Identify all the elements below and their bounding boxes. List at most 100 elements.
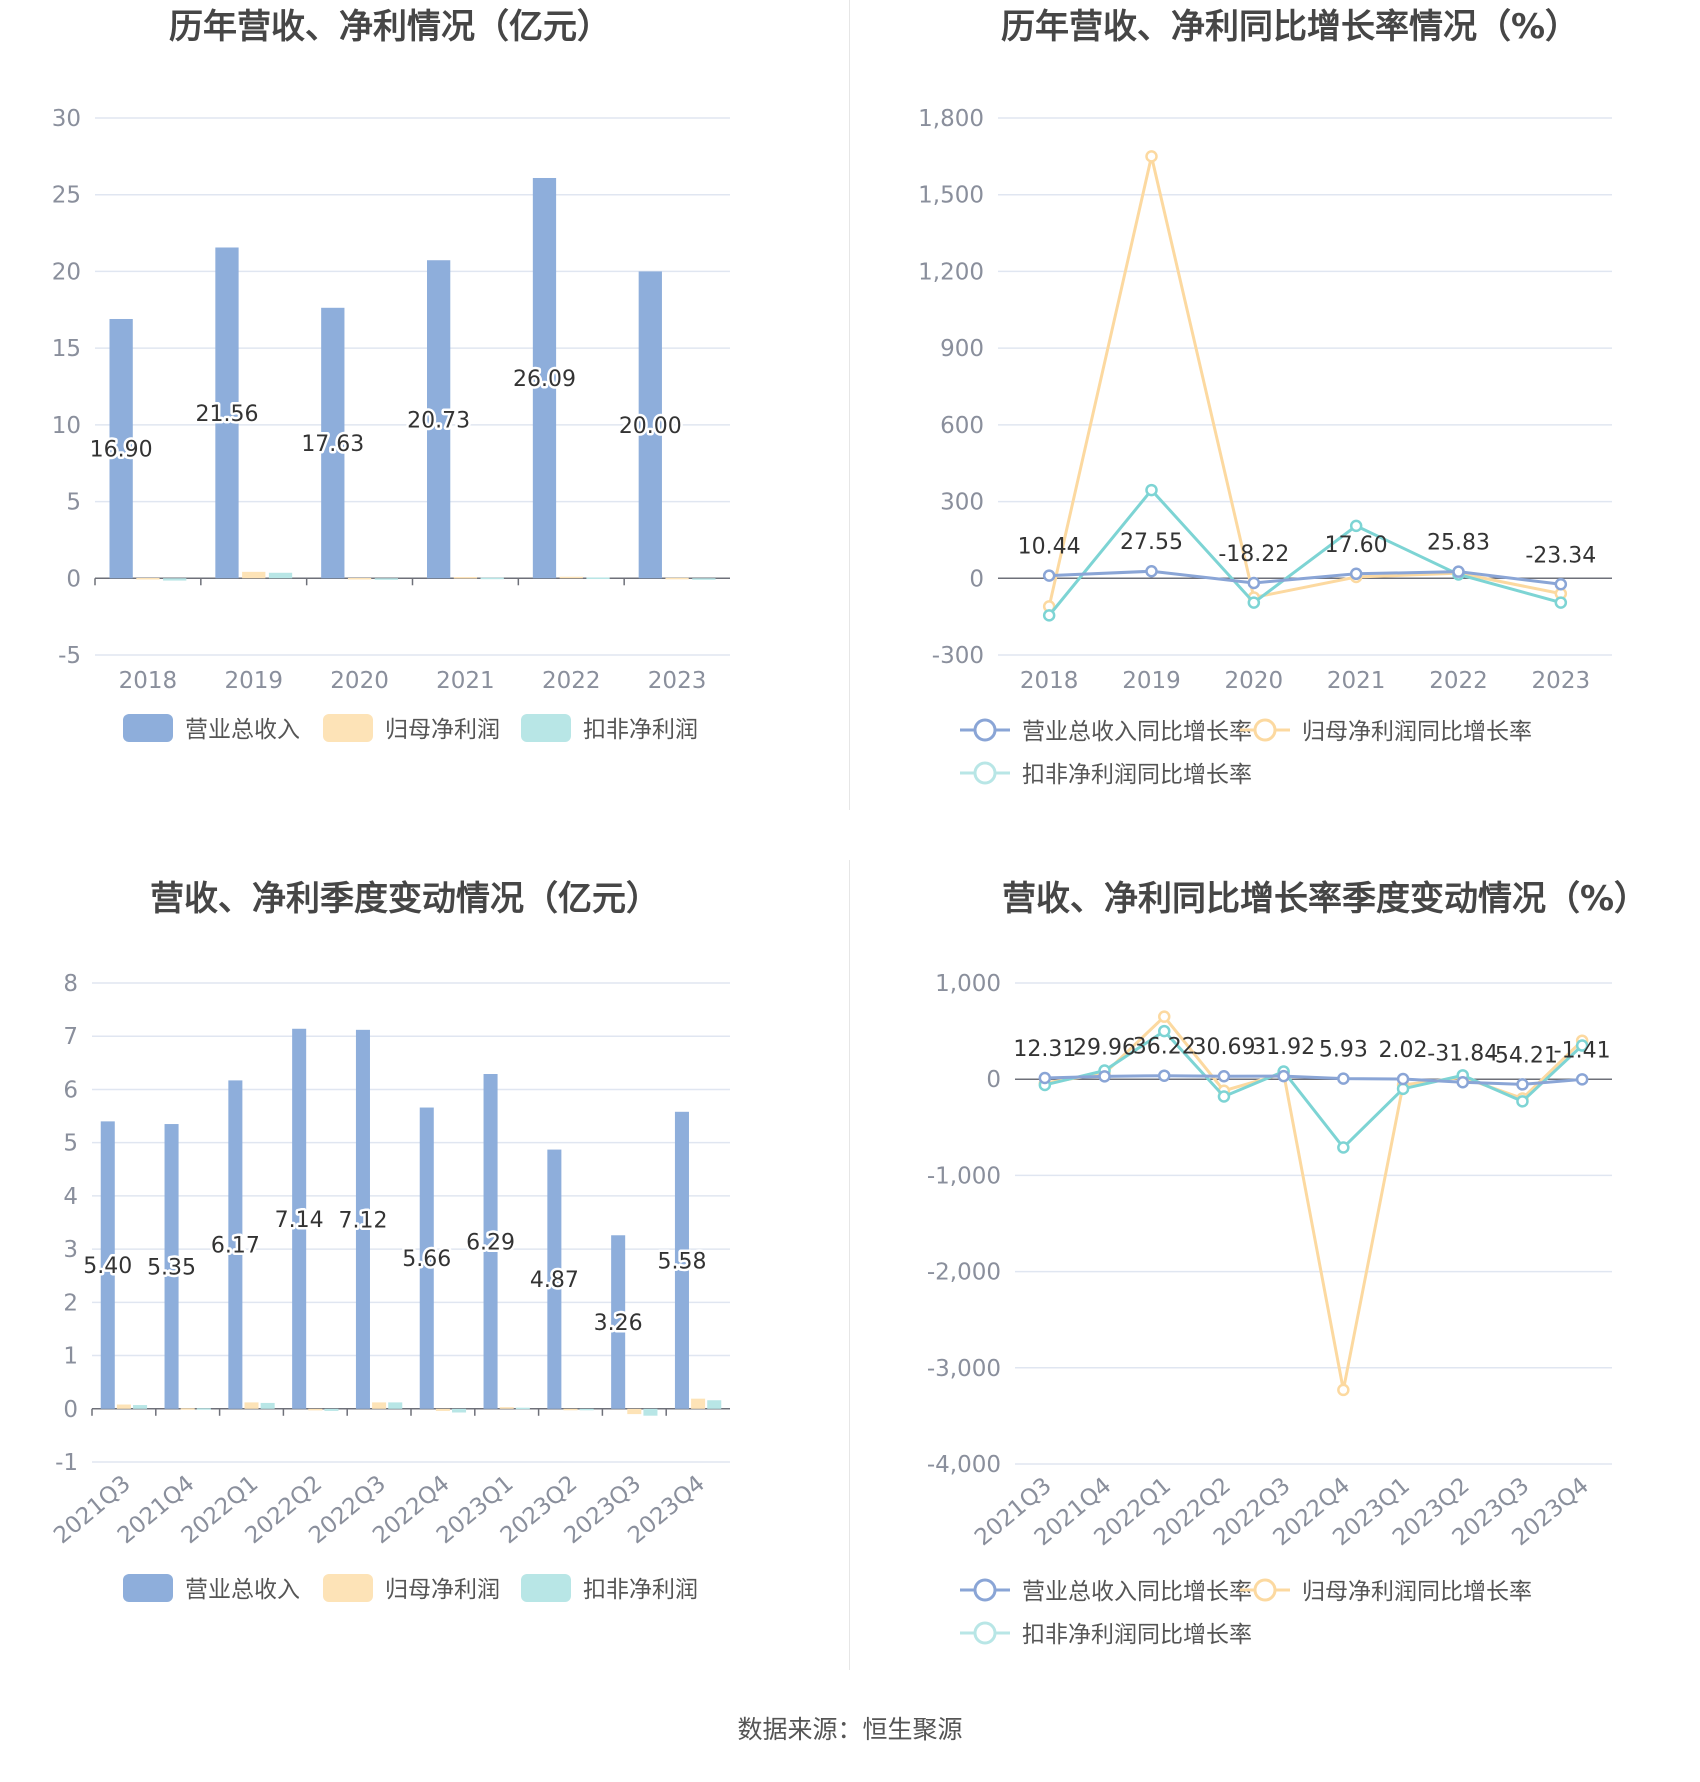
bar-revenue xyxy=(164,1124,179,1409)
y-tick-label: 1 xyxy=(63,1344,78,1370)
bar-revenue xyxy=(547,1149,562,1409)
data-label-halo: 5.35 xyxy=(147,1255,196,1280)
bar-net-profit xyxy=(347,577,372,580)
annual-amount-svg: 历年营收、净利情况（亿元） -5 0 5 10 15 20 25 30 2018 2019 2020 2… xyxy=(52,7,730,743)
y-tick-label: -1 xyxy=(55,1450,78,1476)
y-tick-label: 1,000 xyxy=(935,971,1001,997)
data-label-halo: 4.87 xyxy=(530,1268,579,1293)
y-tick-label: 5 xyxy=(66,490,81,516)
series-point-deducted-profit xyxy=(1217,1090,1231,1103)
series-point-revenue xyxy=(1456,1076,1469,1089)
data-label: 20.00 xyxy=(619,414,682,439)
bar-net-profit xyxy=(372,1402,387,1409)
annual-amount-chart: 历年营收、净利情况（亿元） -5 0 5 10 15 20 25 30 2018 2019 2020 2… xyxy=(0,0,850,860)
data-label: 5.35 xyxy=(147,1255,196,1280)
y-tick-label: 15 xyxy=(52,336,81,362)
bar-deducted-profit xyxy=(643,1408,658,1416)
data-label-halo: 20.73 xyxy=(407,408,470,433)
data-label-halo: 16.90 xyxy=(90,438,153,463)
bar-net-profit xyxy=(136,577,160,580)
series-point-deducted-profit xyxy=(1145,483,1158,497)
bar-revenue xyxy=(674,1111,689,1409)
data-label: 29.96 xyxy=(1073,1035,1136,1060)
data-label-halo: 6.29 xyxy=(466,1230,515,1255)
series-point-deducted-profit xyxy=(1396,1082,1410,1096)
bar-deducted-profit xyxy=(515,1407,530,1410)
series-point-deducted-profit xyxy=(1337,1141,1350,1154)
data-label: 26.09 xyxy=(513,367,576,392)
data-label: 10.44 xyxy=(1018,535,1081,560)
data-label: -31.84 xyxy=(1427,1041,1498,1066)
x-tick-label: 2021 xyxy=(1327,668,1386,694)
legend-marker xyxy=(1253,1578,1277,1602)
bar-net-profit xyxy=(627,1408,642,1415)
bar-deducted-profit xyxy=(707,1400,722,1409)
series-point-revenue xyxy=(1247,576,1261,590)
legend-swatch xyxy=(323,1574,373,1602)
y-tick-label: -4,000 xyxy=(927,1452,1001,1478)
y-tick-label: 0 xyxy=(986,1067,1001,1093)
data-label: -23.34 xyxy=(1525,543,1596,568)
series-line-deducted-profit xyxy=(1044,1029,1584,1150)
legend-marker xyxy=(1253,718,1277,742)
y-tick-label: 3 xyxy=(63,1237,78,1263)
data-label: 27.55 xyxy=(1120,530,1183,555)
data-label-halo: 7.12 xyxy=(338,1208,387,1233)
annual-growth-chart: 历年营收、净利同比增长率情况（%） -300 0 300 600 900 1,200 1,50… xyxy=(850,0,1700,860)
series-point-net-profit xyxy=(1145,150,1158,163)
quarterly-amount-svg: 营收、净利季度变动情况（亿元）-10123456782021Q32021Q420… xyxy=(49,879,730,1603)
bar-deducted-profit xyxy=(133,1405,148,1409)
bar-net-profit xyxy=(116,1404,131,1409)
y-tick-label: 20 xyxy=(52,259,81,285)
bar-deducted-profit xyxy=(452,1408,467,1413)
y-tick-label: 8 xyxy=(63,971,78,997)
series-line-revenue xyxy=(1044,1074,1583,1086)
data-label: 5.66 xyxy=(402,1247,451,1272)
data-label: 25.83 xyxy=(1427,531,1490,556)
bar-revenue xyxy=(483,1074,498,1409)
y-tick-label: 2 xyxy=(63,1290,78,1316)
legend-marker xyxy=(973,761,997,785)
y-tick-label: 0 xyxy=(66,566,81,592)
bar-revenue xyxy=(638,271,662,579)
vertical-divider-top xyxy=(849,0,850,810)
x-tick-label: 2020 xyxy=(1225,668,1284,694)
series-point-net-profit xyxy=(1337,1383,1350,1397)
legend-label: 扣非净利润同比增长率 xyxy=(1022,1622,1252,1648)
bar-deducted-profit xyxy=(586,577,610,580)
series-point-deducted-profit xyxy=(1042,609,1056,622)
legend-label: 营业总收入同比增长率 xyxy=(1022,719,1252,745)
legend-label: 营业总收入 xyxy=(185,717,300,743)
y-tick-label: 600 xyxy=(940,413,984,439)
series-line-deducted-profit xyxy=(1048,487,1562,617)
data-label: 30.69 xyxy=(1192,1035,1255,1060)
legend-label: 扣非净利润同比增长率 xyxy=(1022,762,1252,788)
data-label: 31.92 xyxy=(1252,1035,1315,1060)
bar-net-profit xyxy=(563,1408,578,1411)
legend-swatch xyxy=(521,714,571,742)
y-tick-label: 300 xyxy=(940,490,984,516)
bar-revenue xyxy=(532,177,557,579)
series-point-revenue xyxy=(1098,1070,1111,1083)
x-tick-label: 2018 xyxy=(1020,668,1079,694)
data-label-halo: 5.58 xyxy=(657,1249,706,1274)
y-tick-label: 0 xyxy=(63,1397,78,1423)
series-point-revenue xyxy=(1042,569,1056,582)
series-point-revenue xyxy=(1554,578,1568,591)
annual-growth-svg: 历年营收、净利同比增长率情况（%） -300 0 300 600 900 1,200 1,50… xyxy=(918,7,1612,788)
y-tick-label: -5 xyxy=(58,643,81,669)
bar-net-profit xyxy=(180,1408,195,1410)
data-label: -1.41 xyxy=(1554,1038,1611,1063)
bar-net-profit xyxy=(665,577,689,580)
data-label: 12.31 xyxy=(1013,1037,1076,1062)
chart-title: 营收、净利季度变动情况（亿元） xyxy=(150,879,660,919)
vertical-divider-bottom xyxy=(849,860,850,1670)
legend-label: 归母净利润同比增长率 xyxy=(1302,1579,1532,1605)
x-tick-label: 2019 xyxy=(224,668,283,694)
bar-revenue xyxy=(292,1028,307,1409)
y-tick-label: 6 xyxy=(63,1077,78,1103)
bar-revenue xyxy=(355,1029,370,1409)
series-line-net-profit xyxy=(1044,1014,1584,1391)
bar-revenue xyxy=(419,1107,434,1409)
bar-revenue xyxy=(228,1080,243,1409)
